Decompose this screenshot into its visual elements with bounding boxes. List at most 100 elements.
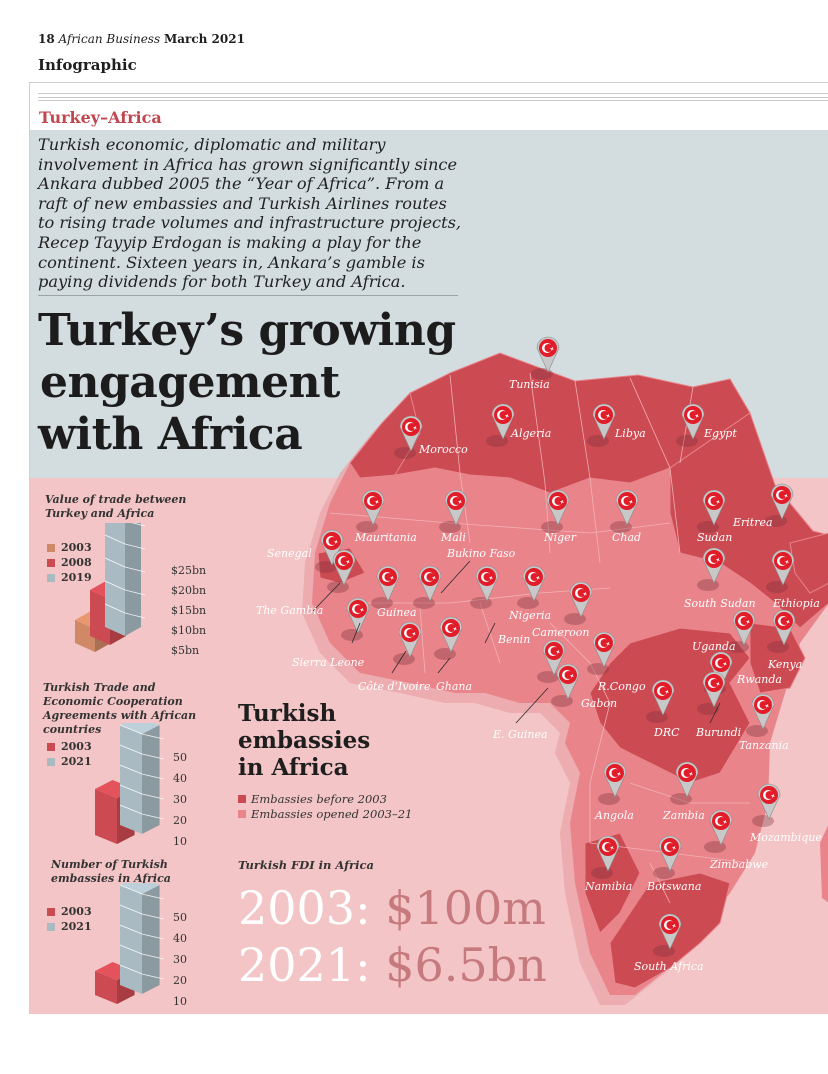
agreements-tick-1: 50 [173,751,187,764]
label-gabon: Gabon [581,697,618,710]
gridline [119,804,143,815]
label-ethiopia: Ethiopia [773,597,820,610]
agreements-tick-2: 40 [173,772,187,785]
agreements-legend-2021: 2021 [47,755,92,768]
label-uganda: Uganda [692,640,736,653]
turkish-flag-pin-icon [591,835,620,879]
turkish-flag-pin-icon [393,621,422,665]
region-morocco [349,391,421,479]
turkish-flag-pin-icon [587,403,616,447]
label-eritrea: Eritrea [733,516,773,529]
gridline [119,944,143,955]
label-cameroon: Cameroon [532,626,590,639]
gridline [124,589,146,596]
embassies-bars [95,883,164,1004]
label-egypt: Egypt [704,427,737,440]
trade-legend-2008: 2008 [47,556,92,569]
label-the-gambia: The Gambia [256,604,324,617]
embassies-tick-4: 20 [173,974,187,987]
gridline [124,612,146,619]
trade-bars [75,523,146,652]
fdi-row-2021: 2021: $6.5bn [238,940,547,990]
gridline [119,884,143,895]
gridline [119,744,143,755]
agreements-tick-5: 10 [173,835,187,848]
headline-line-1: Turkey’s growing [38,305,456,356]
turkish-flag-pin-icon [517,565,546,609]
label-guinea: Guinea [377,606,417,619]
turkish-flag-pin-icon [767,609,796,653]
gridline [131,523,146,527]
gridline [104,603,126,614]
turkish-flag-pin-icon [394,415,423,459]
trade-legend-2003: 2003 [47,541,92,554]
turkish-flag-pin-icon [653,913,682,957]
label-e-guinea: E. Guinea [493,728,548,741]
turkish-flag-pin-icon [551,663,580,707]
turkish-flag-pin-icon [653,835,682,879]
turkish-flag-pin-icon [610,489,639,533]
turkish-flag-pin-icon [670,761,699,805]
label-cote-divoire: Côte d’Ivoire [358,680,431,693]
gridline [141,753,164,760]
label-south-africa: South Africa [634,960,704,973]
turkish-flag-pin-icon [413,565,442,609]
turkish-flag-pin-icon [327,549,356,593]
label-ghana: Ghana [436,680,473,693]
turkish-flag-pin-icon [486,403,515,447]
decorative-rules [38,93,828,101]
gridline [124,543,146,550]
fdi-year-2003: 2003: [238,881,371,935]
trade-tick-5: $5bn [171,644,200,657]
label-tanzania: Tanzania [739,739,789,752]
trade-tick-2: $20bn [171,584,207,597]
agreements-tick-4: 20 [173,814,187,827]
label-nigeria: Nigeria [509,609,552,622]
label-benin: Benin [498,633,531,646]
gridline [141,793,164,800]
intro-divider [38,295,458,296]
embassies-tick-1: 50 [173,911,187,924]
fdi-amount-2003: $100m [385,881,546,935]
gridline [119,964,143,975]
gridline [141,913,164,920]
issue-date: March 2021 [163,32,245,46]
label-niger: Niger [544,531,576,544]
gridline [104,534,126,545]
turkish-flag-pin-icon [341,597,370,641]
gridline [141,893,164,900]
fdi-year-2021: 2021: [238,938,371,992]
turkish-flag-pin-icon [676,403,705,447]
trade-chart-title: Value of trade between Turkey and Africa [45,493,187,520]
turkish-flag-pin-icon [434,616,463,660]
fdi-row-2003: 2003: $100m [238,883,546,933]
infographic-panel: Turkey–Africa [29,82,828,1014]
region-horn [789,532,828,594]
label-mauritania: Mauritania [355,531,417,544]
label-burundi: Burundi [696,726,742,739]
turkish-flag-pin-icon [766,549,795,593]
gridline [119,904,143,915]
embassies-title-line-3: in Africa [238,754,349,781]
page-number: 18 [38,32,55,46]
label-mozambique: Mozambique [750,831,822,844]
label-mali: Mali [441,531,466,544]
turkish-flag-pin-icon [537,639,566,683]
label-namibia: Namibia [585,880,633,893]
trade-tick-3: $15bn [171,604,207,617]
gridline [119,924,143,935]
label-kenya: Kenya [768,658,803,671]
turkish-flag-pin-icon [752,783,781,827]
turkish-flag-pin-icon [598,761,627,805]
turkish-flag-pin-icon [356,489,385,533]
gridline [119,764,143,775]
trade-legend-2019: 2019 [47,571,92,584]
turkish-flag-pin-icon [541,489,570,533]
turkish-flag-pin-icon [587,631,616,675]
section-label: Infographic [38,56,137,74]
headline-line-2: engagement [40,357,340,408]
label-south-sudan: South Sudan [684,597,756,610]
gridline [104,557,126,568]
turkish-flag-pin-icon [439,489,468,533]
turkish-flag-pin-icon [704,651,733,695]
